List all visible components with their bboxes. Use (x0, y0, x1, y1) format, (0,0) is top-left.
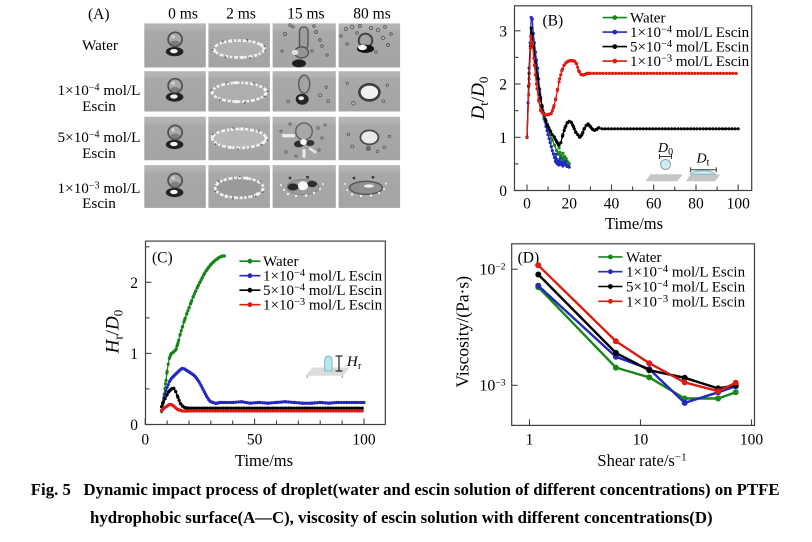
svg-text:Dt: Dt (696, 152, 710, 169)
svg-text:60: 60 (646, 196, 662, 213)
svg-text:1×10−4 mol/L Escin: 1×10−4 mol/L Escin (630, 25, 750, 42)
svg-text:Time/ms: Time/ms (235, 451, 293, 470)
svg-text:5×10−4 mol/L: 5×10−4 mol/L (58, 129, 141, 146)
svg-text:1×10−3 mol/L Escin: 1×10−3 mol/L Escin (263, 297, 383, 314)
svg-text:Dt/D0: Dt/D0 (468, 77, 491, 121)
svg-text:10−3: 10−3 (479, 378, 505, 395)
svg-text:0 ms: 0 ms (168, 6, 198, 23)
svg-text:hydrophobic surface(A—C), visc: hydrophobic surface(A—C), viscosity of e… (90, 508, 713, 527)
svg-text:(B): (B) (543, 13, 564, 30)
svg-text:2 ms: 2 ms (226, 6, 256, 23)
svg-text:Fig. 5 Dynamic impact proces: Fig. 5 Dynamic impact process of droplet… (31, 480, 780, 499)
svg-text:Escin: Escin (82, 145, 116, 162)
svg-text:(A): (A) (88, 6, 110, 23)
svg-text:100: 100 (352, 432, 376, 449)
svg-text:Water: Water (630, 11, 665, 27)
svg-text:40: 40 (604, 196, 620, 213)
svg-text:0: 0 (130, 417, 138, 434)
svg-text:1×10−4 mol/L: 1×10−4 mol/L (58, 82, 141, 99)
svg-text:1×10−4 mol/L Escin: 1×10−4 mol/L Escin (263, 268, 383, 285)
svg-text:3: 3 (499, 23, 507, 40)
svg-text:80: 80 (688, 196, 704, 213)
svg-text:5×10−4 mol/L Escin: 5×10−4 mol/L Escin (626, 279, 746, 296)
svg-text:Water: Water (626, 250, 661, 266)
svg-text:H: H (346, 354, 359, 370)
svg-text:0: 0 (499, 183, 507, 200)
svg-text:r: r (358, 361, 362, 372)
svg-text:Time/ms: Time/ms (605, 214, 663, 233)
svg-text:10: 10 (633, 432, 649, 449)
svg-text:(D): (D) (518, 250, 540, 267)
svg-text:Shear rate/s−1: Shear rate/s−1 (597, 451, 686, 470)
svg-text:1: 1 (130, 346, 138, 363)
svg-text:50: 50 (247, 432, 263, 449)
svg-text:1: 1 (499, 130, 507, 147)
svg-text:15 ms: 15 ms (287, 6, 324, 23)
svg-text:2: 2 (499, 77, 507, 94)
svg-text:100: 100 (740, 432, 764, 449)
svg-text:1×10−3 mol/L Escin: 1×10−3 mol/L Escin (626, 294, 746, 311)
svg-text:Escin: Escin (82, 98, 116, 115)
svg-text:1×10−3 mol/L: 1×10−3 mol/L (58, 180, 141, 197)
svg-text:Escin: Escin (82, 195, 116, 212)
svg-text:1: 1 (526, 432, 534, 449)
svg-text:100: 100 (727, 196, 751, 213)
svg-text:0: 0 (523, 196, 531, 213)
svg-text:20: 20 (561, 196, 577, 213)
svg-text:0: 0 (141, 432, 149, 449)
svg-text:Hr/D0: Hr/D0 (103, 310, 126, 355)
svg-text:1×10−4 mol/L Escin: 1×10−4 mol/L Escin (626, 264, 746, 281)
svg-text:Water: Water (263, 254, 298, 270)
svg-text:2: 2 (130, 275, 138, 292)
svg-text:5×10−4 mol/L Escin: 5×10−4 mol/L Escin (630, 39, 750, 56)
svg-text:Viscosity/(Pa·s): Viscosity/(Pa·s) (452, 276, 472, 388)
svg-text:D0: D0 (657, 141, 673, 158)
svg-text:1×10−3 mol/L Escin: 1×10−3 mol/L Escin (630, 54, 750, 71)
svg-text:80 ms: 80 ms (353, 6, 390, 23)
svg-text:5×10−4 mol/L Escin: 5×10−4 mol/L Escin (263, 283, 383, 300)
svg-text:Water: Water (82, 37, 118, 54)
svg-text:10−2: 10−2 (479, 262, 505, 279)
svg-text:(C): (C) (152, 250, 173, 267)
